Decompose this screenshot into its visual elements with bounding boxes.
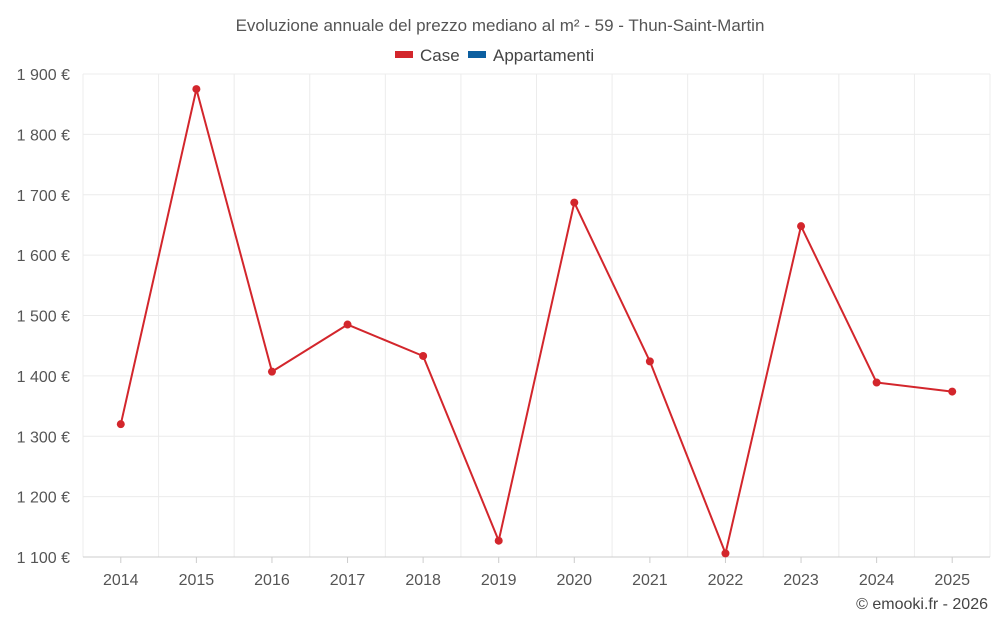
x-tick-label: 2023 xyxy=(783,572,819,589)
data-point[interactable]: 2023: 1648 xyxy=(797,222,806,231)
x-tick-label: 2022 xyxy=(708,572,744,589)
y-tick-label: 1 100 € xyxy=(17,550,70,567)
legend-item-appartamenti[interactable]: Appartamenti xyxy=(468,46,594,65)
x-tick-label: 2020 xyxy=(556,572,592,589)
x-tick-label: 2024 xyxy=(859,572,895,589)
y-tick-label: 1 800 € xyxy=(17,127,70,144)
data-point[interactable]: 2014: 1320 xyxy=(116,420,125,429)
y-tick-label: 1 700 € xyxy=(17,188,70,205)
data-point[interactable]: 2017: 1485 xyxy=(343,320,352,329)
data-point[interactable]: 2025: 1374 xyxy=(948,387,957,396)
series-line-case xyxy=(119,88,953,555)
legend-label-appartamenti: Appartamenti xyxy=(493,46,594,65)
x-tick-label: 2014 xyxy=(103,572,139,589)
x-tick-label: 2021 xyxy=(632,572,668,589)
grid xyxy=(82,73,991,557)
credit: © emooki.fr - 2026 xyxy=(856,596,988,613)
legend: Case Appartamenti xyxy=(395,46,594,65)
x-tick-label: 2018 xyxy=(405,572,441,589)
y-tick-label: 1 900 € xyxy=(17,67,70,84)
y-tick-label: 1 400 € xyxy=(17,369,70,386)
y-tick-label: 1 500 € xyxy=(17,309,70,326)
x-tick-label: 2017 xyxy=(330,572,366,589)
legend-swatch-appartamenti xyxy=(468,51,486,58)
data-point[interactable]: 2020: 1687 xyxy=(570,198,579,207)
y-axis: 1 100 € 1 200 € 1 300 € 1 400 € 1 500 € 1 600… xyxy=(17,67,70,567)
y-tick-label: 1 200 € xyxy=(17,490,70,507)
data-point[interactable]: 2024: 1389 xyxy=(872,378,881,387)
x-tick-label: 2025 xyxy=(934,572,970,589)
data-point[interactable]: 2015: 1875 xyxy=(192,85,201,94)
legend-item-case[interactable]: Case xyxy=(395,46,460,65)
data-point[interactable]: 2021: 1424 xyxy=(645,357,654,366)
x-tick-label: 2016 xyxy=(254,572,290,589)
data-point[interactable]: 2018: 1433 xyxy=(419,351,428,360)
data-point[interactable]: 2022: 1106 xyxy=(721,549,730,558)
series-case: 2014: 1320 2015: 1875 2016: 1407 2017: 1485… xyxy=(116,85,957,558)
legend-label-case: Case xyxy=(420,46,460,65)
x-axis: 2014 2015 2016 2017 2018 2019 2020 2021 2022 2023… xyxy=(83,556,990,589)
data-point[interactable]: 2019: 1127 xyxy=(494,536,503,545)
legend-swatch-case xyxy=(395,51,413,58)
y-tick-label: 1 600 € xyxy=(17,248,70,265)
x-tick-label: 2015 xyxy=(179,572,215,589)
x-tick-label: 2019 xyxy=(481,572,517,589)
chart-title: Evoluzione annuale del prezzo mediano al… xyxy=(236,16,765,35)
data-point[interactable]: 2016: 1407 xyxy=(267,367,276,376)
y-tick-label: 1 300 € xyxy=(17,429,70,446)
